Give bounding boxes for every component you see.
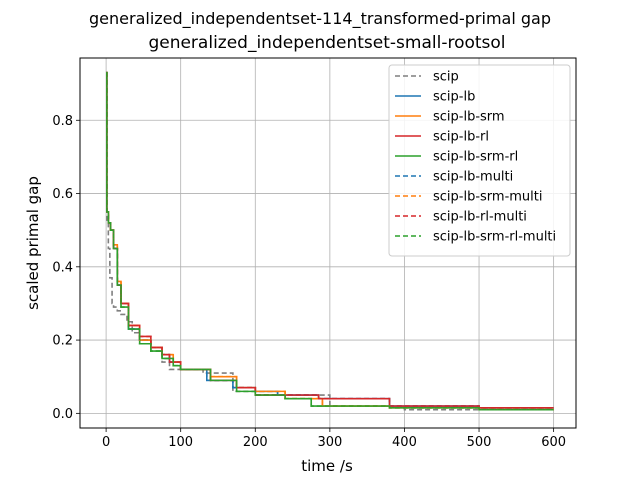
legend-label: scip-lb-multi (433, 170, 513, 185)
x-tick-label: 300 (317, 435, 342, 450)
x-tick-label: 200 (243, 435, 268, 450)
x-tick-label: 100 (168, 435, 193, 450)
legend-box (388, 64, 571, 257)
legend-label: scip-lb-srm (433, 110, 505, 125)
chart-suptitle: generalized_independentset-114_transform… (89, 9, 551, 29)
legend-label: scip-lb-srm-rl (433, 150, 518, 165)
x-tick-label: 600 (541, 435, 566, 450)
y-axis-label: scaled primal gap (24, 176, 42, 310)
legend-label: scip-lb-rl (433, 130, 489, 145)
legend-label: scip (433, 70, 459, 85)
plot-frame (79, 57, 577, 429)
series-lines (106, 71, 554, 411)
series-line-scip-lb-srm-rl-multi (106, 71, 554, 411)
y-tick-label: 0.6 (52, 187, 73, 202)
y-tick-label: 0.8 (52, 114, 73, 129)
legend-label: scip-lb-rl-multi (433, 210, 527, 225)
legend: scip scip-lb scip-lb-srm scip-lb-rl scip-lb-… (388, 64, 571, 257)
y-tick-label: 0.4 (52, 260, 73, 275)
x-tick-label: 400 (392, 435, 417, 450)
x-tick-label: 0 (102, 435, 110, 450)
legend-label: scip-lb-srm-rl-multi (433, 230, 556, 245)
chart-title: generalized_independentset-small-rootsol (148, 33, 505, 53)
y-tick-label: 0.2 (52, 334, 73, 349)
legend-label: scip-lb-srm-multi (433, 190, 543, 205)
x-axis-label: time /s (301, 457, 353, 475)
y-tick-label: 0.0 (52, 407, 73, 422)
legend-label: scip-lb (433, 90, 475, 105)
x-tick-label: 500 (467, 435, 492, 450)
axis-ticks: 0 100 200 300 400 500 600 0.0 0.2 0.4 0.6 0.8 (52, 114, 566, 450)
